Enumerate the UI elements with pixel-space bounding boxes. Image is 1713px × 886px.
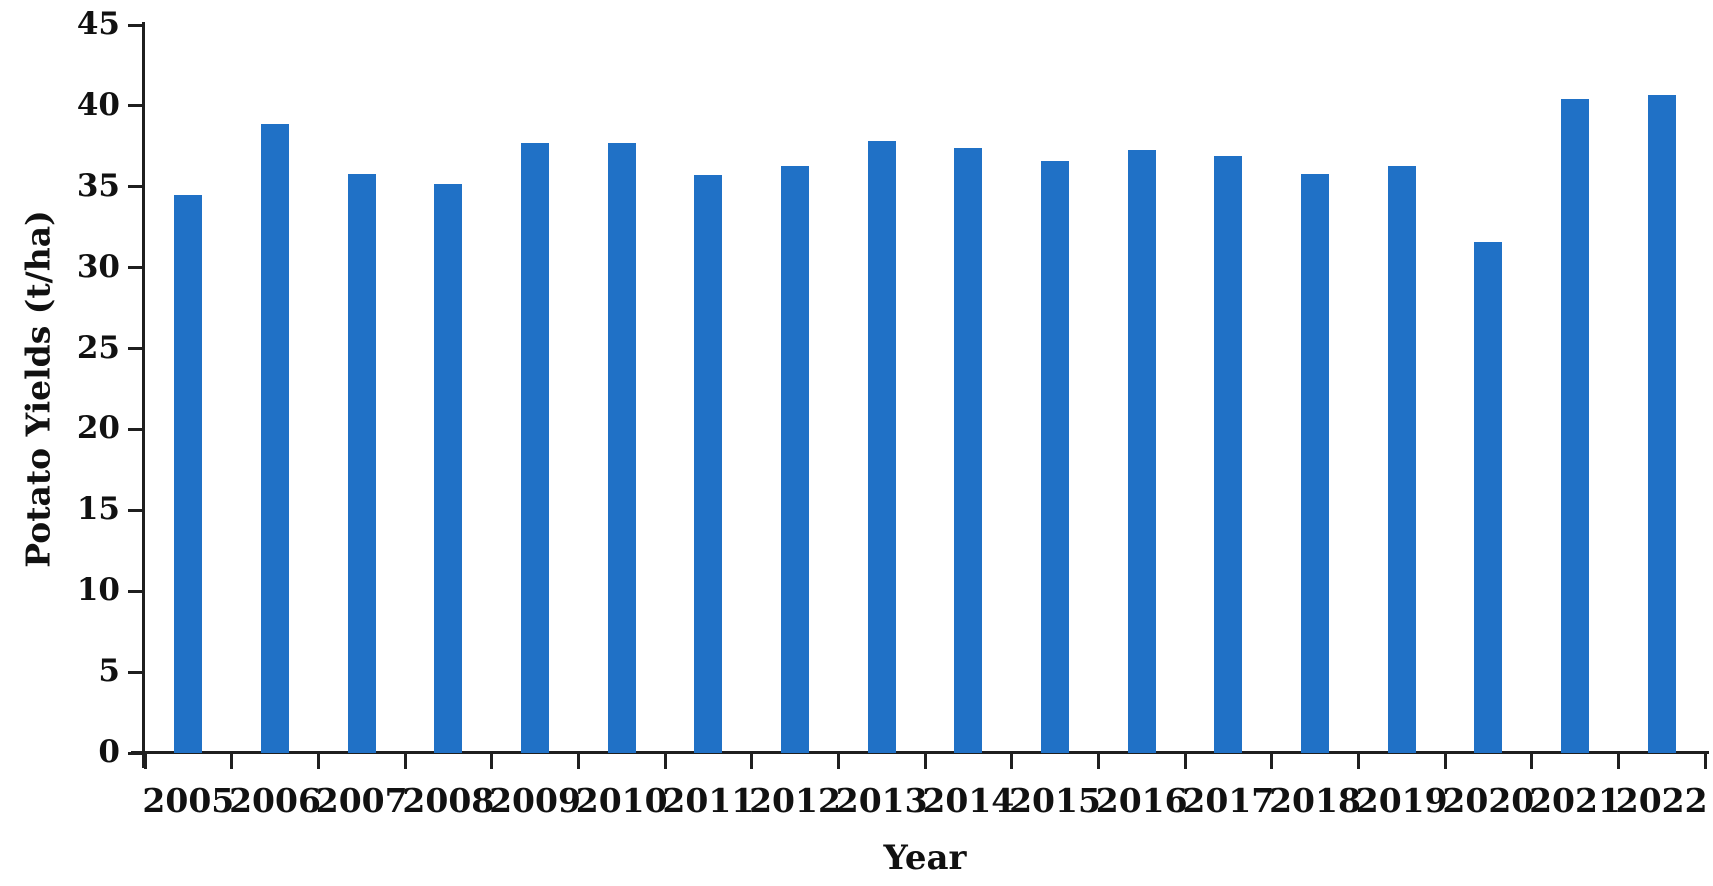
x-tick-13 bbox=[1270, 754, 1274, 769]
x-tick-label-2022: 2022 bbox=[1615, 781, 1708, 820]
y-tick-label-15: 15 bbox=[76, 491, 120, 528]
x-tick-label-2013: 2013 bbox=[835, 781, 928, 820]
y-tick-0 bbox=[128, 751, 142, 755]
y-tick-label-10: 10 bbox=[76, 572, 120, 609]
y-tick-20 bbox=[128, 427, 142, 431]
bar-2016 bbox=[1127, 149, 1156, 753]
x-tick-label-2021: 2021 bbox=[1529, 781, 1621, 820]
x-tick-label-2010: 2010 bbox=[575, 781, 668, 820]
x-tick-4 bbox=[490, 754, 494, 769]
x-tick-label-2009: 2009 bbox=[489, 781, 581, 820]
y-tick-30 bbox=[128, 266, 142, 270]
y-tick-35 bbox=[128, 185, 142, 189]
x-tick-17 bbox=[1616, 754, 1620, 769]
y-tick-label-5: 5 bbox=[98, 653, 120, 690]
y-tick-15 bbox=[128, 508, 142, 512]
x-tick-8 bbox=[836, 754, 840, 769]
x-tick-label-2007: 2007 bbox=[315, 781, 408, 820]
bar-2022 bbox=[1647, 94, 1676, 753]
y-tick-5 bbox=[128, 670, 142, 674]
x-axis-line bbox=[131, 751, 1709, 754]
x-tick-label-2019: 2019 bbox=[1355, 781, 1448, 820]
x-tick-label-2018: 2018 bbox=[1269, 781, 1361, 820]
y-tick-40 bbox=[128, 104, 142, 108]
x-tick-label-2016: 2016 bbox=[1095, 781, 1188, 820]
x-tick-1 bbox=[230, 754, 234, 769]
bar-2015 bbox=[1041, 160, 1069, 753]
bar-2010 bbox=[607, 143, 636, 753]
bar-2007 bbox=[347, 173, 376, 753]
bar-2014 bbox=[954, 147, 983, 753]
bar-2021 bbox=[1561, 99, 1589, 753]
bar-2011 bbox=[694, 175, 723, 753]
bar-2019 bbox=[1387, 165, 1416, 753]
x-tick-label-2020: 2020 bbox=[1442, 781, 1535, 820]
x-tick-label-2005: 2005 bbox=[142, 781, 235, 820]
y-tick-label-30: 30 bbox=[76, 248, 120, 285]
x-tick-10 bbox=[1010, 754, 1014, 769]
y-tick-label-35: 35 bbox=[76, 167, 120, 204]
y-axis-title: Potato Yields (t/ha) bbox=[18, 210, 58, 568]
y-tick-label-40: 40 bbox=[76, 86, 120, 123]
x-tick-label-2008: 2008 bbox=[402, 781, 495, 820]
x-tick-16 bbox=[1530, 754, 1534, 769]
x-tick-5 bbox=[576, 754, 580, 769]
y-tick-45 bbox=[128, 23, 142, 27]
x-tick-12 bbox=[1183, 754, 1187, 769]
x-tick-label-2015: 2015 bbox=[1009, 781, 1101, 820]
x-tick-11 bbox=[1096, 754, 1100, 769]
y-axis-line bbox=[142, 22, 145, 768]
x-tick-2 bbox=[316, 754, 320, 769]
y-tick-10 bbox=[128, 589, 142, 593]
x-tick-label-2017: 2017 bbox=[1182, 781, 1275, 820]
x-tick-0 bbox=[143, 754, 147, 769]
y-tick-label-0: 0 bbox=[98, 733, 120, 770]
bar-2018 bbox=[1301, 173, 1329, 753]
bar-2008 bbox=[434, 183, 463, 753]
bar-2020 bbox=[1474, 241, 1503, 753]
bar-2009 bbox=[521, 143, 549, 753]
x-axis-title: Year bbox=[883, 838, 967, 878]
x-tick-18 bbox=[1703, 754, 1707, 769]
x-tick-7 bbox=[750, 754, 754, 769]
x-tick-15 bbox=[1443, 754, 1447, 769]
x-tick-label-2006: 2006 bbox=[229, 781, 321, 820]
bar-2006 bbox=[261, 123, 289, 753]
x-tick-3 bbox=[403, 754, 407, 769]
y-tick-label-45: 45 bbox=[76, 5, 120, 42]
x-tick-label-2012: 2012 bbox=[749, 781, 841, 820]
y-tick-label-20: 20 bbox=[76, 410, 120, 447]
bar-2012 bbox=[781, 165, 809, 753]
bar-2013 bbox=[867, 141, 896, 753]
x-tick-label-2011: 2011 bbox=[662, 781, 755, 820]
x-tick-6 bbox=[663, 754, 667, 769]
y-tick-25 bbox=[128, 347, 142, 351]
bar-2017 bbox=[1214, 156, 1243, 753]
x-tick-14 bbox=[1356, 754, 1360, 769]
x-tick-label-2014: 2014 bbox=[922, 781, 1015, 820]
bar-2005 bbox=[174, 194, 203, 753]
y-tick-label-25: 25 bbox=[76, 329, 120, 366]
x-tick-9 bbox=[923, 754, 927, 769]
